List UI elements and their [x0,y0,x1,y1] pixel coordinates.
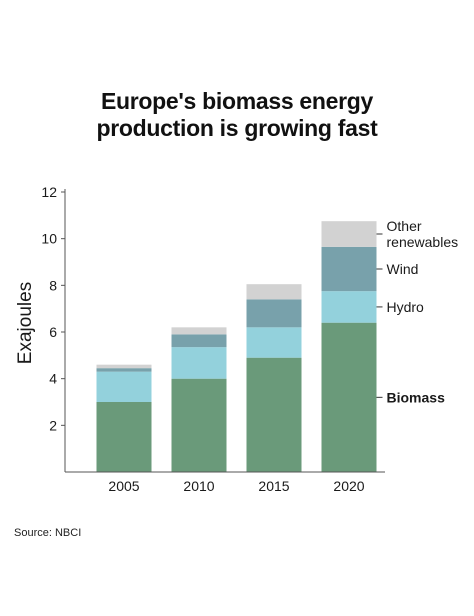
bar-segment-other-renewables-2010 [171,327,227,335]
bar-segment-wind-2005 [96,368,152,372]
legend-label-biomass: Biomass [387,389,446,405]
y-tick-label-4: 4 [49,371,57,387]
y-tick-label-8: 8 [49,277,57,293]
bar-segment-wind-2015 [246,299,302,328]
x-tick-label-2015: 2015 [258,478,289,494]
chart-title: Europe's biomass energy production is gr… [0,88,474,142]
legend-label-other-renewables-line-2: renewables [387,234,459,250]
axes-group: 2005 2010 2015 2020 2 4 6 8 10 12 [41,184,385,494]
bar-segment-hydro-2005 [96,371,152,402]
bar-segment-other-renewables-2020 [321,221,377,247]
bar-segment-other-renewables-2015 [246,284,302,300]
legend-label-hydro: Hydro [387,299,425,315]
bar-segment-hydro-2015 [246,327,302,358]
bar-segment-biomass-2020 [321,322,377,472]
y-tick-label-10: 10 [41,231,57,247]
bar-segment-biomass-2015 [246,357,302,472]
chart-title-line-2: production is growing fast [96,115,378,141]
x-tick-label-2020: 2020 [333,478,364,494]
y-tick-label-12: 12 [41,184,57,200]
bar-segment-wind-2020 [321,246,377,292]
y-axis-label: Exajoules [15,282,36,364]
x-tick-label-2005: 2005 [108,478,139,494]
bar-segment-wind-2010 [171,334,227,348]
bars-group [96,221,377,472]
source-note: Source: NBCI [14,527,82,539]
legend-label-other-renewables-line-1: Other [387,218,422,234]
x-tick-label-2010: 2010 [183,478,214,494]
y-tick-label-2: 2 [49,417,57,433]
y-tick-label-6: 6 [49,324,57,340]
chart-title-line-1: Europe's biomass energy [100,88,374,114]
bar-segment-other-renewables-2005 [96,364,152,369]
bar-segment-biomass-2010 [171,378,227,472]
bar-segment-biomass-2005 [96,402,152,472]
bar-segment-hydro-2020 [321,291,377,323]
legend-label-wind: Wind [387,261,419,277]
bar-segment-hydro-2010 [171,347,227,379]
